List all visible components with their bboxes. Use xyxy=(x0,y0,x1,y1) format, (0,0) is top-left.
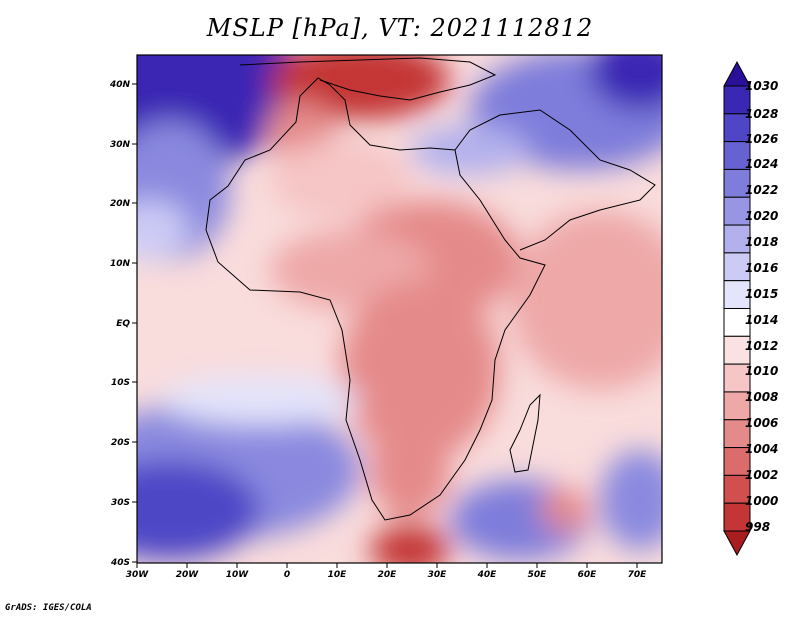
pressure-field xyxy=(137,55,662,563)
lat-label: 20N xyxy=(110,199,131,209)
colorbar-label: 1014 xyxy=(745,313,778,327)
lat-label: 40S xyxy=(110,558,130,568)
colorbar-label: 1024 xyxy=(745,157,778,171)
map-frame xyxy=(136,54,663,564)
lat-label: 30S xyxy=(111,498,130,508)
colorbar-bottom-arrow xyxy=(723,530,751,557)
lon-label: 40E xyxy=(477,570,498,580)
colorbar-label: 1030 xyxy=(745,79,778,93)
colorbar-label: 1028 xyxy=(745,107,778,121)
credit-text: GrADS: IGES/COLA xyxy=(5,603,92,613)
lon-label: 30W xyxy=(126,570,150,580)
coastlines xyxy=(205,57,656,521)
colorbar-label: 1012 xyxy=(745,339,778,353)
colorbar-label: 1022 xyxy=(745,183,778,197)
lon-label: 20E xyxy=(378,570,398,580)
colorbar-label: 1020 xyxy=(745,209,778,223)
colorbar-label: 1026 xyxy=(745,132,778,146)
lat-label: 10S xyxy=(111,378,130,388)
colorbar-box xyxy=(723,141,751,170)
colorbar-box xyxy=(723,419,751,449)
lat-label: EQ xyxy=(116,319,130,329)
colorbar: 1030 1028 1026 1024 1022 1020 1018 1016 … xyxy=(723,60,778,557)
colorbar-box xyxy=(723,85,751,115)
colorbar-label: 1010 xyxy=(745,364,778,378)
lon-label: 20W xyxy=(176,570,200,580)
colorbar-label: 1002 xyxy=(745,468,778,482)
lon-label: 70E xyxy=(628,570,648,580)
colorbar-box xyxy=(723,502,751,532)
lat-label: 30N xyxy=(110,140,131,150)
colorbar-box xyxy=(723,474,751,504)
lon-label: 10W xyxy=(226,570,250,580)
colorbar-box xyxy=(723,196,751,226)
colorbar-label: 1000 xyxy=(745,494,778,508)
lon-label: 50E xyxy=(528,570,548,580)
tick-marks xyxy=(132,83,638,568)
colorbar-label: 1004 xyxy=(745,442,778,456)
colorbar-label: 1008 xyxy=(745,390,778,404)
colorbar-box xyxy=(723,391,751,421)
colorbar-label: 1018 xyxy=(745,235,778,249)
lat-label: 20S xyxy=(111,438,130,448)
colorbar-box xyxy=(723,168,751,198)
colorbar-box xyxy=(723,224,751,254)
colorbar-label: 1015 xyxy=(745,287,778,301)
colorbar-label: 998 xyxy=(745,520,770,534)
colorbar-box xyxy=(723,280,751,309)
lat-label: 40N xyxy=(109,80,131,90)
colorbar-box xyxy=(723,363,751,393)
lon-label: 60E xyxy=(578,570,598,580)
colorbar-label: 1016 xyxy=(745,261,778,275)
lat-label: 10N xyxy=(110,259,131,269)
lon-label: 30E xyxy=(428,570,448,580)
map-title: MSLP [hPa], VT: 2021112812 xyxy=(206,14,594,42)
lon-label: 0 xyxy=(284,570,290,580)
lon-label: 10E xyxy=(328,570,348,580)
colorbar-box xyxy=(723,252,751,282)
colorbar-label: 1006 xyxy=(745,416,778,430)
